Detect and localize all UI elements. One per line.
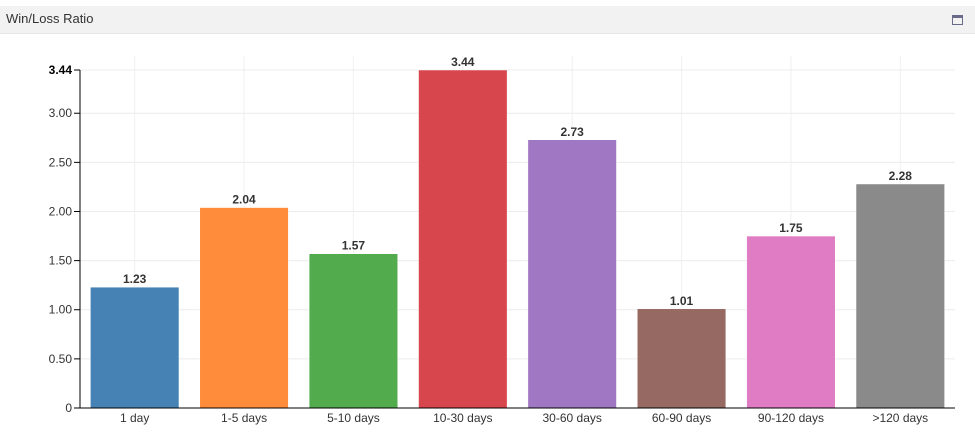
- data-label: 1.75: [779, 221, 803, 235]
- panel-title: Win/Loss Ratio: [6, 11, 94, 26]
- x-category-label: 60-90 days: [652, 411, 711, 425]
- bar-60-90-days: [637, 308, 727, 409]
- y-tick-label: 3.44: [49, 63, 73, 77]
- data-label: 3.44: [451, 55, 475, 69]
- data-label: 2.73: [561, 125, 585, 139]
- y-tick-label: 2.00: [49, 204, 73, 218]
- data-label: 2.04: [232, 193, 256, 207]
- x-category-label: 1-5 days: [221, 411, 267, 425]
- bar-5-10-days: [308, 253, 398, 409]
- panel-header: Win/Loss Ratio: [0, 6, 975, 34]
- panel-top-edge: [0, 0, 975, 6]
- x-category-label: 1 day: [120, 411, 149, 425]
- y-tick-label: 0: [65, 401, 72, 415]
- bar-1-day: [90, 286, 180, 409]
- bar-1-5-days: [199, 207, 289, 409]
- y-tick-label: 1.00: [49, 303, 73, 317]
- x-category-label: 30-60 days: [543, 411, 602, 425]
- y-tick-label: 3.00: [49, 106, 73, 120]
- y-tick-label: 1.50: [49, 254, 73, 268]
- data-label: 1.01: [670, 294, 694, 308]
- bar-90-120-days: [746, 235, 836, 409]
- data-label: 1.57: [342, 239, 366, 253]
- x-category-label: 90-120 days: [758, 411, 824, 425]
- data-label: 2.28: [889, 169, 913, 183]
- data-label: 1.23: [123, 272, 147, 286]
- x-category-label: 10-30 days: [433, 411, 492, 425]
- x-category-label: >120 days: [872, 411, 928, 425]
- bar-chart: 0 0.50 1.00 1.50 2.00 2.50 3.00 3.44 1.23 1 day 2.…: [49, 55, 955, 425]
- y-tick-label: 2.50: [49, 155, 73, 169]
- bar-120-days: [855, 183, 945, 409]
- bar-10-30-days: [418, 69, 508, 409]
- y-tick-label: 0.50: [49, 352, 73, 366]
- bar-30-60-days: [527, 139, 617, 409]
- window-maximize-icon[interactable]: [952, 15, 963, 25]
- x-category-label: 5-10 days: [327, 411, 380, 425]
